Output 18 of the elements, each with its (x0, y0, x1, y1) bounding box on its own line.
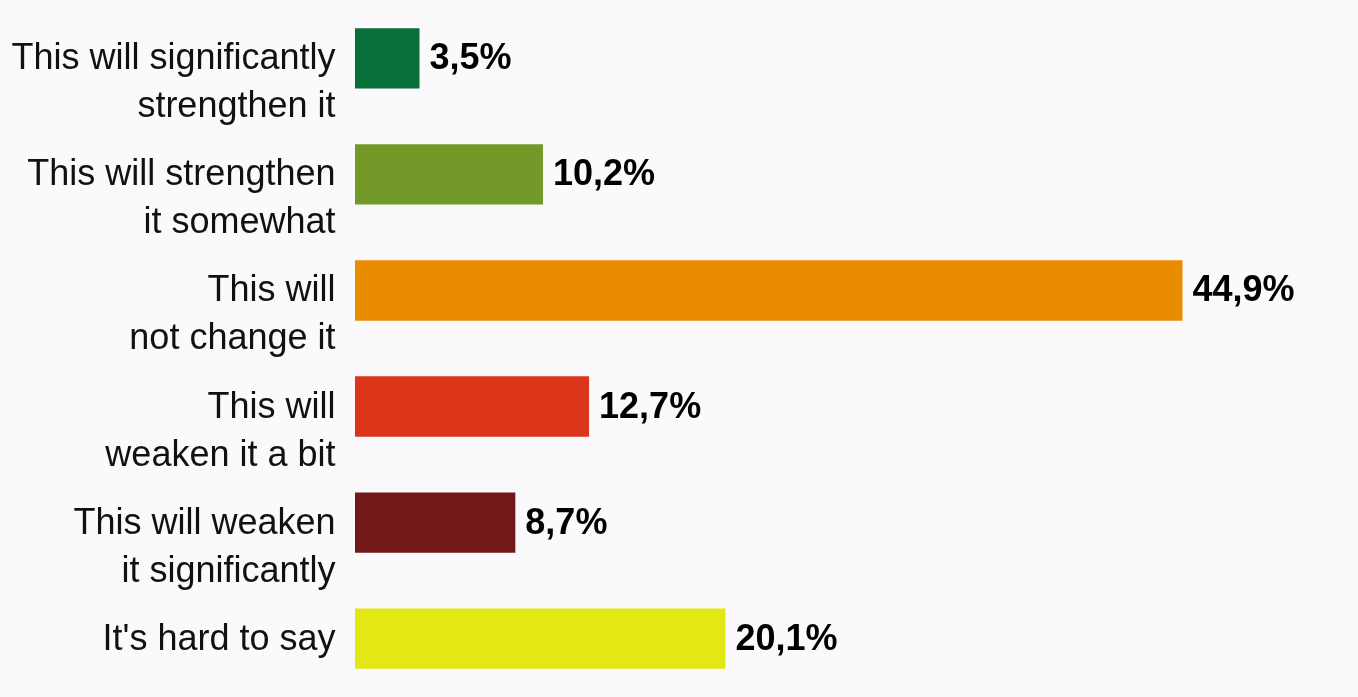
bar (355, 260, 1183, 321)
bar (355, 376, 590, 437)
data-label: 10,2% (552, 152, 656, 194)
data-label: 8,7% (525, 500, 608, 542)
bar (355, 28, 420, 89)
data-label: 20,1% (735, 616, 838, 658)
bar (355, 492, 516, 553)
y-tick-label: This will significantly strengthen it (11, 36, 336, 126)
y-tick-label: This will not change it (129, 268, 336, 358)
y-tick-label: This will weaken it significantly (73, 500, 336, 590)
y-tick-label: This will weaken it a bit (104, 384, 336, 474)
y-tick-label: It's hard to say (102, 616, 336, 658)
bar (355, 608, 726, 669)
y-tick-label: This will strengthen it somewhat (27, 152, 336, 242)
data-label: 3,5% (429, 36, 512, 78)
bar (355, 144, 543, 205)
data-label: 44,9% (1192, 268, 1295, 310)
data-label: 12,7% (599, 384, 702, 426)
